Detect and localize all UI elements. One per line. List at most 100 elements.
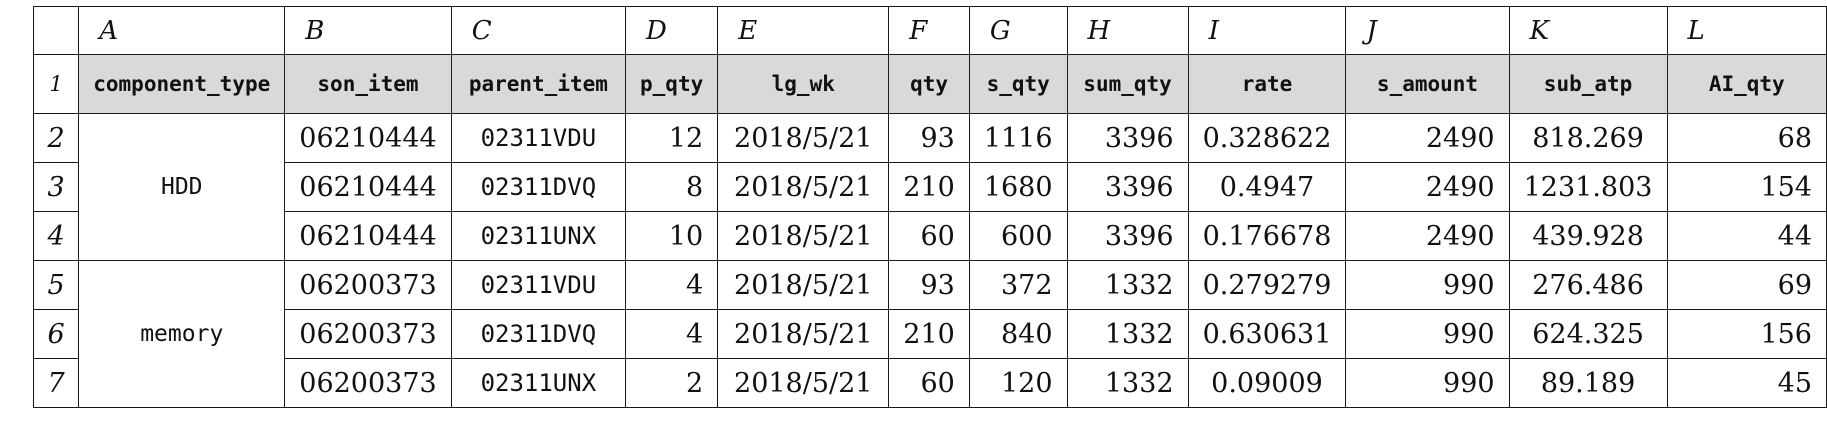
s-amount-cell[interactable]: 2490	[1345, 113, 1510, 163]
row-number[interactable]: 5	[32, 260, 80, 310]
qty-cell[interactable]: 60	[888, 211, 970, 261]
p-qty-cell[interactable]: 8	[625, 162, 719, 212]
sum-qty-cell[interactable]: 1332	[1066, 260, 1189, 310]
lg-wk-cell[interactable]: 2018/5/21	[717, 162, 890, 212]
column-letter[interactable]: I	[1187, 6, 1347, 55]
parent-item-cell[interactable]: 02311UNX	[450, 211, 627, 261]
s-amount-cell[interactable]: 990	[1345, 260, 1510, 310]
rate-cell[interactable]: 0.630631	[1187, 309, 1347, 359]
parent-item-cell[interactable]: 02311VDU	[450, 260, 627, 310]
son-item-cell[interactable]: 06200373	[284, 358, 452, 408]
s-qty-cell[interactable]: 120	[968, 358, 1068, 408]
sum-qty-cell[interactable]: 3396	[1066, 162, 1189, 212]
column-letter[interactable]: H	[1066, 6, 1189, 55]
ai-qty-cell[interactable]: 156	[1666, 309, 1827, 359]
s-qty-cell[interactable]: 600	[968, 211, 1068, 261]
row-number[interactable]: 3	[32, 162, 80, 212]
s-amount-cell[interactable]: 990	[1345, 358, 1510, 408]
header-cell[interactable]: component_type	[78, 54, 286, 114]
son-item-cell[interactable]: 06210444	[284, 211, 452, 261]
lg-wk-cell[interactable]: 2018/5/21	[717, 358, 890, 408]
son-item-cell[interactable]: 06200373	[284, 309, 452, 359]
lg-wk-cell[interactable]: 2018/5/21	[717, 260, 890, 310]
son-item-cell[interactable]: 06210444	[284, 162, 452, 212]
column-letter[interactable]: L	[1666, 6, 1827, 55]
sum-qty-cell[interactable]: 1332	[1066, 358, 1189, 408]
sum-qty-cell[interactable]: 3396	[1066, 211, 1189, 261]
p-qty-cell[interactable]: 10	[625, 211, 719, 261]
column-letter[interactable]: B	[284, 6, 452, 55]
qty-cell[interactable]: 93	[888, 113, 970, 163]
column-letter[interactable]: C	[450, 6, 627, 55]
rate-cell[interactable]: 0.279279	[1187, 260, 1347, 310]
column-letter[interactable]: F	[888, 6, 970, 55]
ai-qty-cell[interactable]: 69	[1666, 260, 1827, 310]
row-number[interactable]: 6	[32, 309, 80, 359]
column-letter[interactable]: D	[625, 6, 719, 55]
parent-item-cell[interactable]: 02311VDU	[450, 113, 627, 163]
lg-wk-cell[interactable]: 2018/5/21	[717, 113, 890, 163]
p-qty-cell[interactable]: 4	[625, 309, 719, 359]
s-amount-cell[interactable]: 990	[1345, 309, 1510, 359]
column-letter[interactable]: J	[1345, 6, 1510, 55]
rate-cell[interactable]: 0.176678	[1187, 211, 1347, 261]
son-item-cell[interactable]: 06210444	[284, 113, 452, 163]
sub-atp-cell[interactable]: 818.269	[1508, 113, 1668, 163]
qty-cell[interactable]: 60	[888, 358, 970, 408]
header-cell[interactable]: s_qty	[968, 54, 1068, 114]
sub-atp-cell[interactable]: 624.325	[1508, 309, 1668, 359]
ai-qty-cell[interactable]: 45	[1666, 358, 1827, 408]
header-cell[interactable]: son_item	[284, 54, 452, 114]
p-qty-cell[interactable]: 12	[625, 113, 719, 163]
qty-cell[interactable]: 210	[888, 162, 970, 212]
sub-atp-cell[interactable]: 276.486	[1508, 260, 1668, 310]
parent-item-cell[interactable]: 02311DVQ	[450, 309, 627, 359]
row-number[interactable]: 7	[32, 358, 80, 408]
lg-wk-cell[interactable]: 2018/5/21	[717, 309, 890, 359]
column-letter[interactable]: A	[78, 6, 286, 55]
sub-atp-cell[interactable]: 439.928	[1508, 211, 1668, 261]
ai-qty-cell[interactable]: 44	[1666, 211, 1827, 261]
group-cell-memory[interactable]: memory	[78, 260, 286, 408]
s-qty-cell[interactable]: 840	[968, 309, 1068, 359]
rate-cell[interactable]: 0.09009	[1187, 358, 1347, 408]
header-cell[interactable]: parent_item	[450, 54, 627, 114]
sub-atp-cell[interactable]: 89.189	[1508, 358, 1668, 408]
ai-qty-cell[interactable]: 68	[1666, 113, 1827, 163]
s-qty-cell[interactable]: 372	[968, 260, 1068, 310]
header-cell[interactable]: lg_wk	[717, 54, 890, 114]
rate-cell[interactable]: 0.4947	[1187, 162, 1347, 212]
parent-item-cell[interactable]: 02311UNX	[450, 358, 627, 408]
header-cell[interactable]: sub_atp	[1508, 54, 1668, 114]
column-letter[interactable]: G	[968, 6, 1068, 55]
header-cell[interactable]: rate	[1187, 54, 1347, 114]
header-cell[interactable]: sum_qty	[1066, 54, 1189, 114]
rate-cell[interactable]: 0.328622	[1187, 113, 1347, 163]
s-amount-cell[interactable]: 2490	[1345, 211, 1510, 261]
qty-cell[interactable]: 93	[888, 260, 970, 310]
header-cell[interactable]: qty	[888, 54, 970, 114]
corner-cell[interactable]	[32, 6, 80, 55]
header-cell[interactable]: AI_qty	[1666, 54, 1827, 114]
p-qty-cell[interactable]: 2	[625, 358, 719, 408]
row-number[interactable]: 4	[32, 211, 80, 261]
row-number[interactable]: 1	[32, 54, 80, 114]
s-amount-cell[interactable]: 2490	[1345, 162, 1510, 212]
header-cell[interactable]: p_qty	[625, 54, 719, 114]
header-cell[interactable]: s_amount	[1345, 54, 1510, 114]
column-letter[interactable]: K	[1508, 6, 1668, 55]
lg-wk-cell[interactable]: 2018/5/21	[717, 211, 890, 261]
s-qty-cell[interactable]: 1116	[968, 113, 1068, 163]
ai-qty-cell[interactable]: 154	[1666, 162, 1827, 212]
group-cell-hdd[interactable]: HDD	[78, 113, 286, 261]
s-qty-cell[interactable]: 1680	[968, 162, 1068, 212]
qty-cell[interactable]: 210	[888, 309, 970, 359]
sub-atp-cell[interactable]: 1231.803	[1508, 162, 1668, 212]
row-number[interactable]: 2	[32, 113, 80, 163]
son-item-cell[interactable]: 06200373	[284, 260, 452, 310]
parent-item-cell[interactable]: 02311DVQ	[450, 162, 627, 212]
column-letter[interactable]: E	[717, 6, 890, 55]
sum-qty-cell[interactable]: 3396	[1066, 113, 1189, 163]
sum-qty-cell[interactable]: 1332	[1066, 309, 1189, 359]
p-qty-cell[interactable]: 4	[625, 260, 719, 310]
